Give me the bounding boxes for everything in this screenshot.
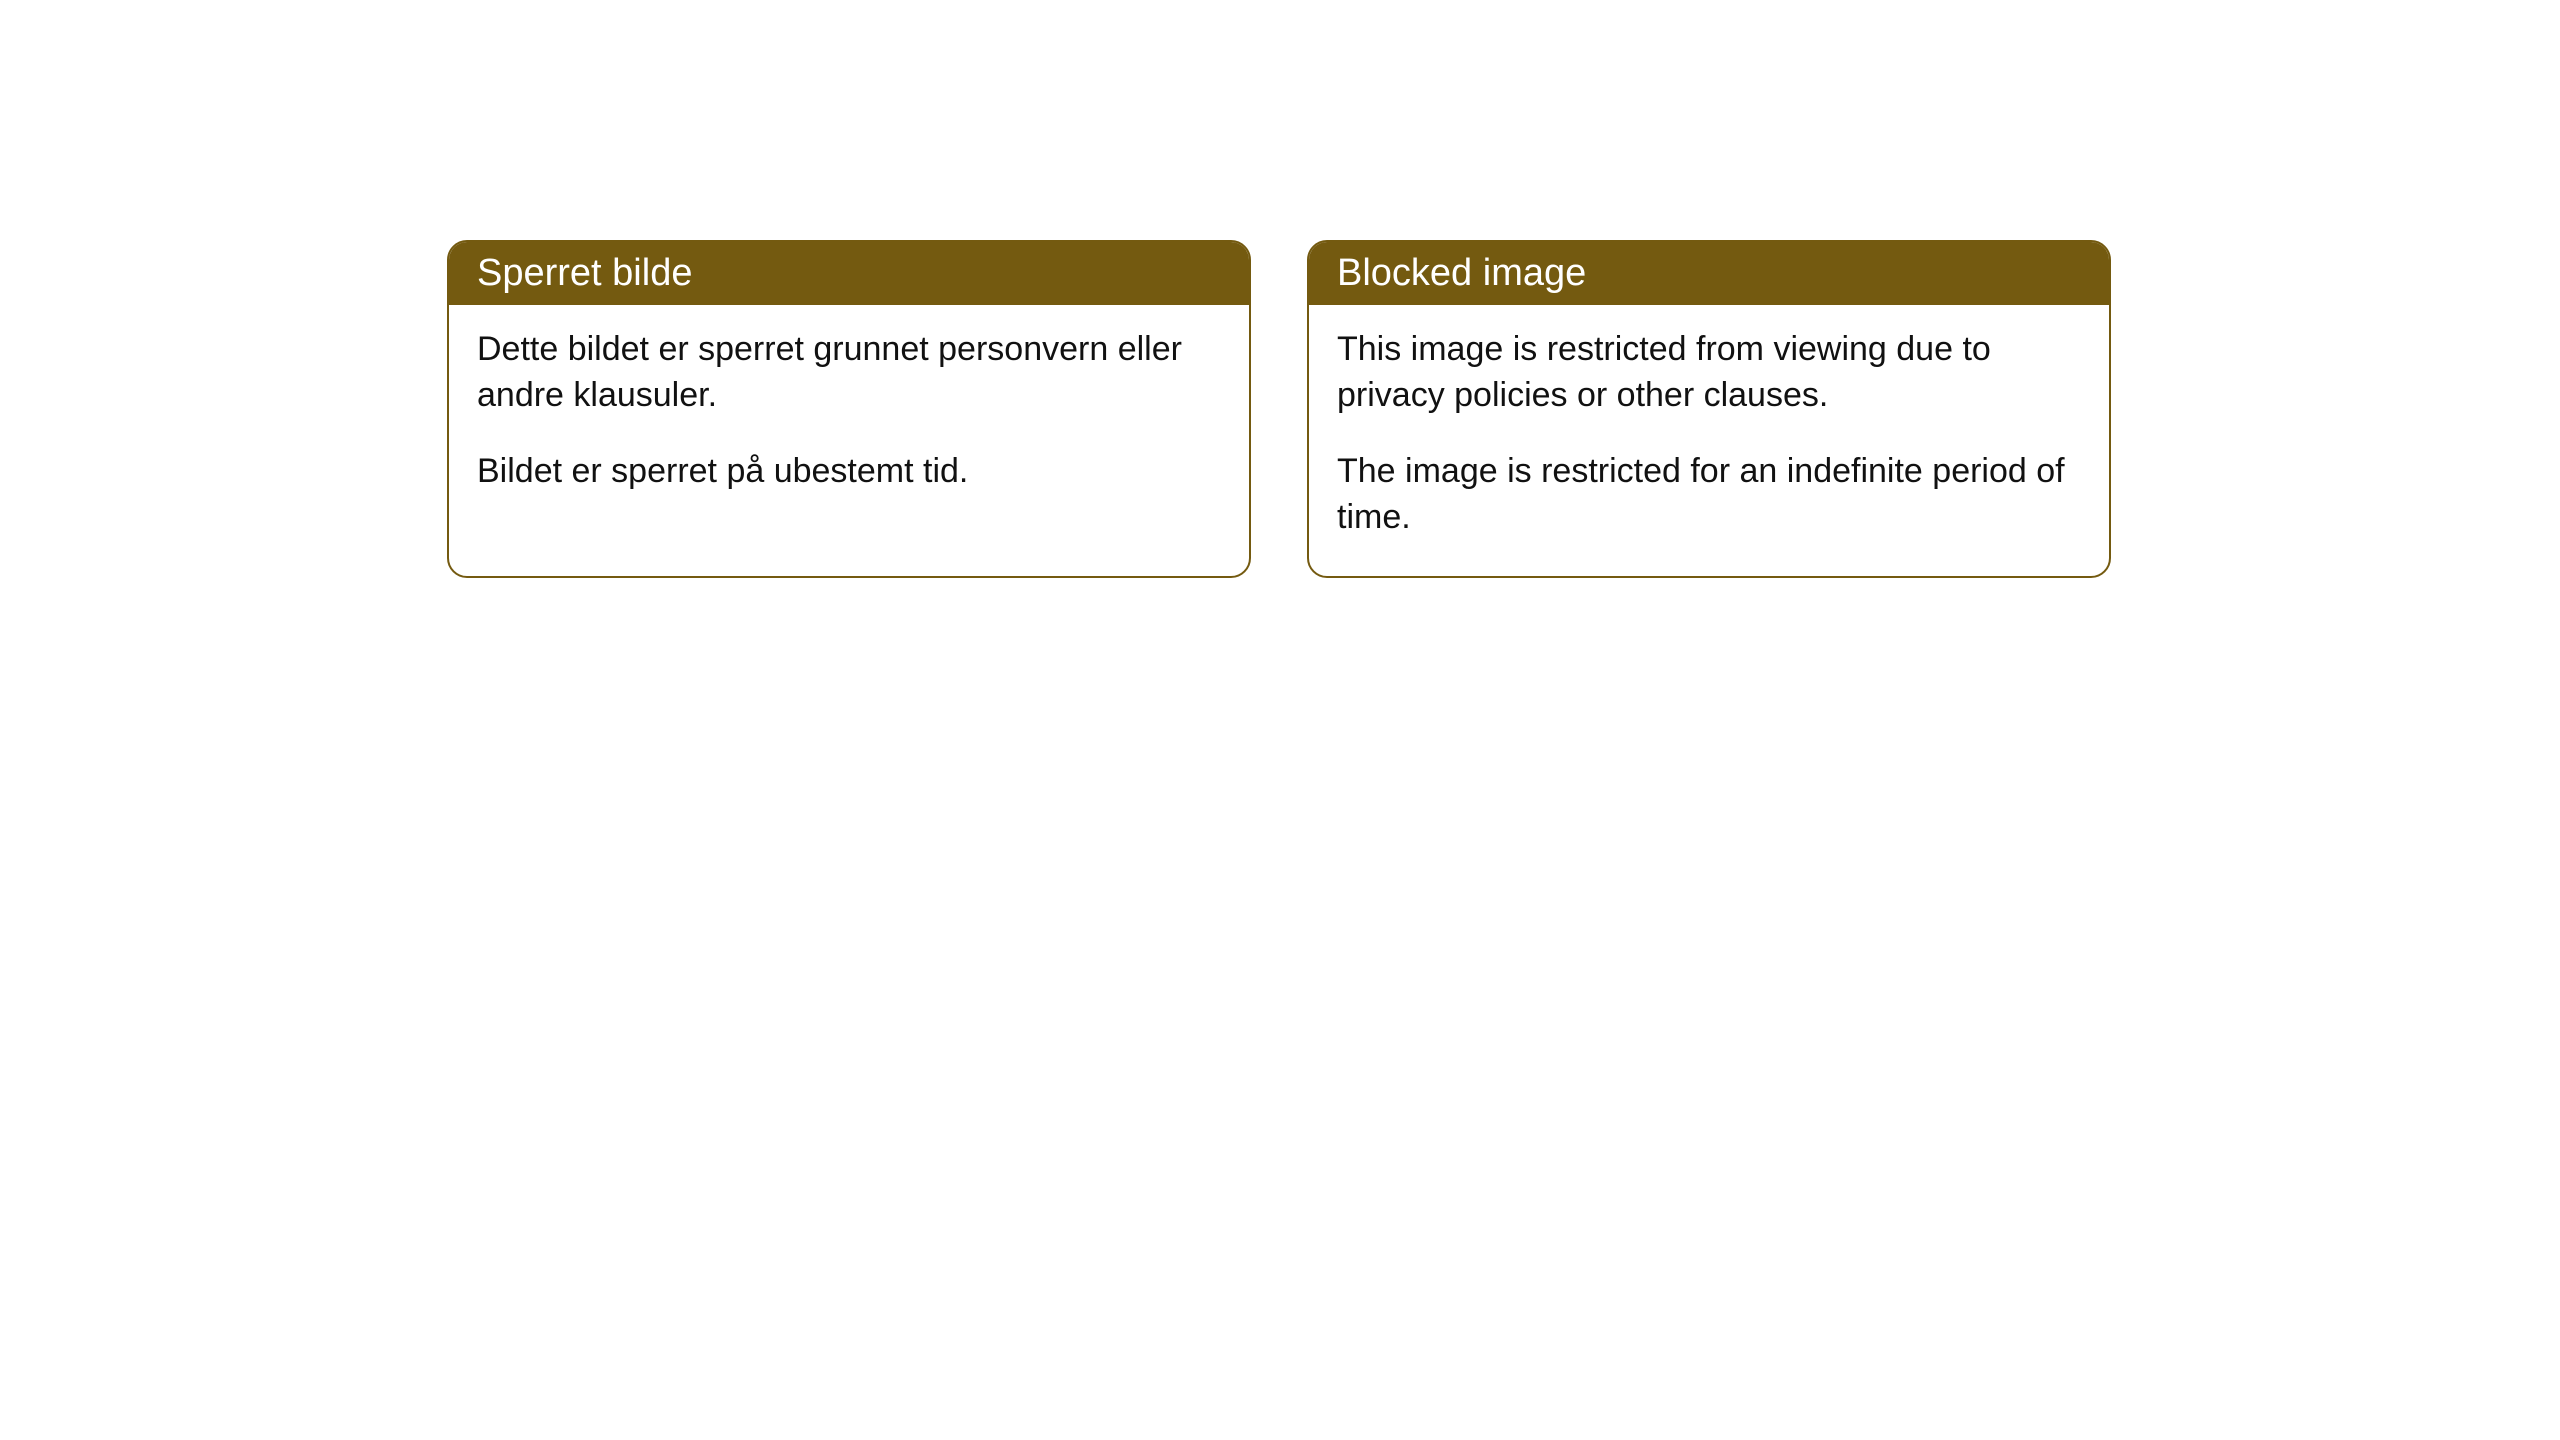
- card-header: Sperret bilde: [449, 242, 1249, 305]
- blocked-image-card-no: Sperret bilde Dette bildet er sperret gr…: [447, 240, 1251, 578]
- blocked-image-card-en: Blocked image This image is restricted f…: [1307, 240, 2111, 578]
- card-paragraph: This image is restricted from viewing du…: [1337, 327, 2081, 419]
- card-header: Blocked image: [1309, 242, 2109, 305]
- card-paragraph: Bildet er sperret på ubestemt tid.: [477, 449, 1221, 495]
- card-paragraph: Dette bildet er sperret grunnet personve…: [477, 327, 1221, 419]
- cards-container: Sperret bilde Dette bildet er sperret gr…: [0, 0, 2560, 578]
- card-body: This image is restricted from viewing du…: [1309, 305, 2109, 576]
- card-paragraph: The image is restricted for an indefinit…: [1337, 449, 2081, 541]
- card-body: Dette bildet er sperret grunnet personve…: [449, 305, 1249, 530]
